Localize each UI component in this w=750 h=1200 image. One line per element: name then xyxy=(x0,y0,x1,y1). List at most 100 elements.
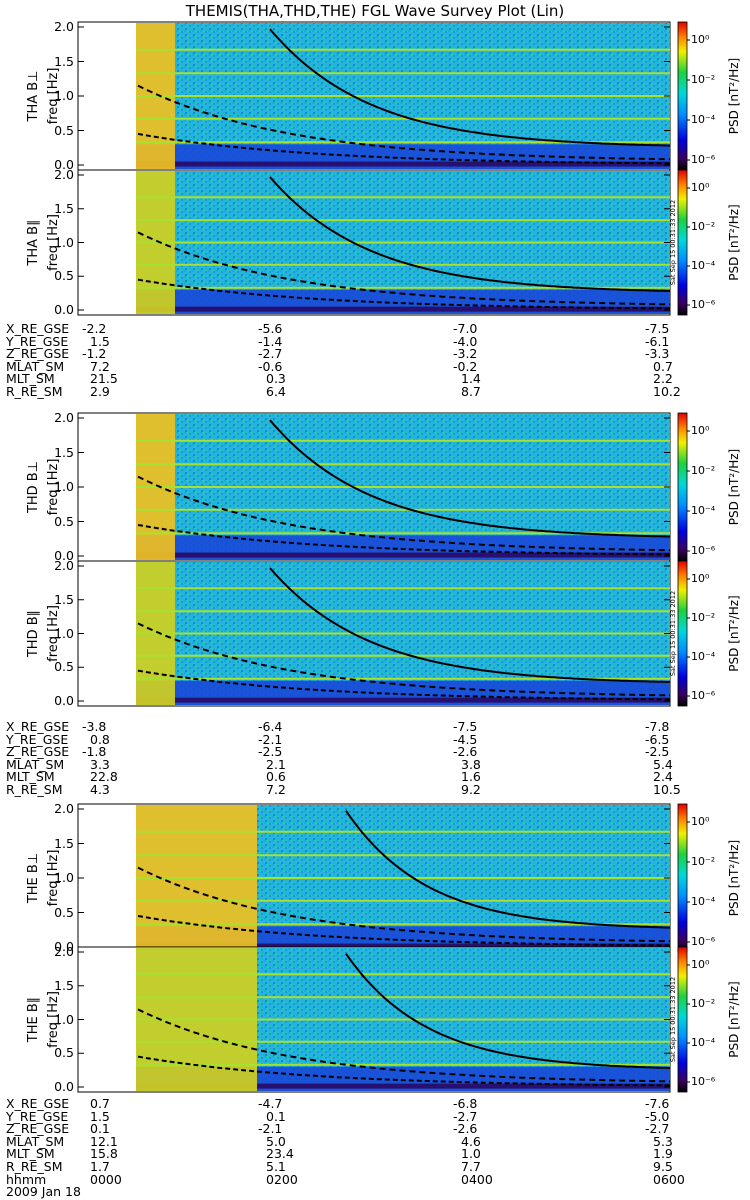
panel-ylabel: THA B⊥ xyxy=(26,71,41,123)
hhmm-label: hhmm xyxy=(6,1171,47,1187)
panel-ylabel: THD B∥ xyxy=(26,610,41,658)
gyrofrequency-curve xyxy=(137,84,671,161)
ephem-value: -2.7 xyxy=(258,346,283,362)
colorbar-tick-label: 10⁻⁴ xyxy=(691,650,716,663)
ephem-value: 5.1 xyxy=(266,1159,286,1174)
gyrofrequency-curve xyxy=(137,866,671,943)
ephem-value: 1.4 xyxy=(461,371,481,387)
ephem-value: -3.2 xyxy=(453,346,478,362)
gyrofrequency-curve xyxy=(137,278,670,310)
freq-tick-label: 2.0 xyxy=(54,558,74,573)
ephem-value: 1.0 xyxy=(461,1146,481,1162)
ephem-value: 4.6 xyxy=(461,1133,481,1149)
ephem-label: X_RE_GSE xyxy=(6,1096,70,1111)
gyrofrequency-curve xyxy=(137,1008,671,1083)
gyrofrequency-curve xyxy=(137,524,671,556)
colorbar-tick-label: 10⁻² xyxy=(691,220,716,233)
date-label: 2009 Jan 18 xyxy=(6,1184,81,1200)
ephem-value: -7.6 xyxy=(645,1096,670,1111)
colorbar xyxy=(677,803,688,953)
ephem-value: -5.0 xyxy=(645,1108,670,1124)
freq-tick-label: 1.5 xyxy=(54,591,74,607)
ephem-value: -7.0 xyxy=(453,321,478,336)
ephem-label: MLAT_SM xyxy=(6,756,65,772)
freq-tick-label: 2.0 xyxy=(54,944,74,959)
ephem-value: 4.3 xyxy=(90,782,110,797)
freq-tick-label: 0.5 xyxy=(54,1045,74,1061)
ephem-value: -1.4 xyxy=(258,333,283,349)
ephem-label: Y_RE_GSE xyxy=(6,1108,69,1124)
ephem-value: -2.7 xyxy=(645,1121,670,1137)
near-zero-band xyxy=(136,552,670,558)
ephem-value: 1.9 xyxy=(653,1146,673,1162)
colorbar xyxy=(677,21,688,171)
ephem-label: X_RE_GSE xyxy=(6,321,70,336)
ephem-value: 9.2 xyxy=(461,782,481,797)
colorbar-tick-label: 10⁰ xyxy=(691,424,710,437)
freq-tick-label: 0.5 xyxy=(54,513,74,529)
freq-tick-label: 1.5 xyxy=(54,835,74,851)
colorbar-tick-label: 10⁻⁴ xyxy=(691,504,716,517)
timestamp-stamp: Sat Sep 15 00:31:33 2012 xyxy=(669,591,677,676)
ephem-value: 7.7 xyxy=(461,1159,481,1174)
ephem-value: 3.3 xyxy=(90,756,110,772)
freq-tick-label: 0.0 xyxy=(54,1079,74,1094)
colorbar-label: PSD [nT²/Hz] xyxy=(727,840,741,916)
panel-yunit: freq [Hz] xyxy=(46,459,61,516)
ephem-value: -2.1 xyxy=(258,731,283,747)
ephem-value: -2.1 xyxy=(258,1121,283,1137)
colorbar-tick-label: 10⁻² xyxy=(691,997,716,1010)
ephem-label: R_RE_SM xyxy=(6,1159,63,1174)
gyrofrequency-curve xyxy=(269,567,671,683)
freq-tick-label: 1.0 xyxy=(54,88,74,103)
panel-yunit: freq [Hz] xyxy=(46,991,61,1048)
ephem-value: 0.1 xyxy=(266,1108,286,1124)
panel-yunit: freq [Hz] xyxy=(46,850,61,907)
colorbar-tick-label: 10⁻² xyxy=(691,464,716,477)
gyrofrequency-curve xyxy=(345,953,671,1069)
ephem-value: 6.4 xyxy=(266,384,286,399)
ephem-value: 10.5 xyxy=(653,782,681,797)
ephem-label: Z_RE_GSE xyxy=(6,1121,70,1137)
colorbar-tick-label: 10⁻⁴ xyxy=(691,1036,716,1049)
ephem-value: -4.7 xyxy=(258,1096,283,1111)
ephem-value: -0.2 xyxy=(453,358,478,374)
gyrofrequency-curve xyxy=(137,132,671,165)
freq-tick-label: 0.5 xyxy=(54,268,74,284)
ephem-value: -2.7 xyxy=(453,1108,478,1124)
ephem-value: -3.8 xyxy=(82,719,107,734)
colorbar-tick-label: 10⁻² xyxy=(691,855,716,868)
ephem-value: 0.3 xyxy=(266,371,286,387)
freq-tick-label: 0.5 xyxy=(54,122,74,138)
ephem-value: -7.5 xyxy=(645,321,670,336)
freq-tick-label: 2.0 xyxy=(54,167,74,182)
colorbar-tick-label: 10⁰ xyxy=(691,815,710,828)
colorbar-label: PSD [nT²/Hz] xyxy=(727,595,741,671)
colorbar-tick-label: 10⁻⁶ xyxy=(691,544,716,557)
panel-ylabel: THD B⊥ xyxy=(26,461,41,514)
ephem-value: 8.7 xyxy=(461,384,481,399)
spectrogram-panel: THD B⊥ freq [Hz] PSD [nT²/Hz] xyxy=(26,412,741,562)
gyrofrequency-curve xyxy=(345,810,671,929)
ephem-value: 2.4 xyxy=(653,769,673,785)
colorbar xyxy=(677,946,688,1093)
ephem-value: -6.5 xyxy=(645,731,670,747)
ephem-value: 0.7 xyxy=(90,1096,110,1111)
ephem-label: R_RE_SM xyxy=(6,782,63,797)
ephem-value: 1.5 xyxy=(90,1108,110,1124)
colorbar xyxy=(677,169,688,316)
gyrofrequency-curve xyxy=(137,915,671,947)
colorbar-tick-label: 10⁻⁶ xyxy=(691,1075,716,1088)
ephem-value: 1.6 xyxy=(461,769,481,785)
colorbar-tick-label: 10⁻² xyxy=(691,611,716,624)
plot-title: THEMIS(THA,THD,THE) FGL Wave Survey Plot… xyxy=(185,2,565,20)
ephem-value: 0.6 xyxy=(266,769,286,785)
colorbar-tick-label: 10⁰ xyxy=(691,181,710,194)
hhmm-value: 0600 xyxy=(653,1171,685,1187)
near-zero-band xyxy=(136,161,670,167)
panel-yunit: freq [Hz] xyxy=(46,605,61,662)
spectrogram-panel: THA B⊥ freq [Hz] PSD [nT²/Hz] xyxy=(26,21,741,171)
freq-tick-label: 1.0 xyxy=(54,625,74,641)
spectrogram-panel: THE B⊥ freq [Hz] PSD [nT²/Hz] xyxy=(26,803,741,953)
gyrofrequency-curve xyxy=(137,622,671,697)
